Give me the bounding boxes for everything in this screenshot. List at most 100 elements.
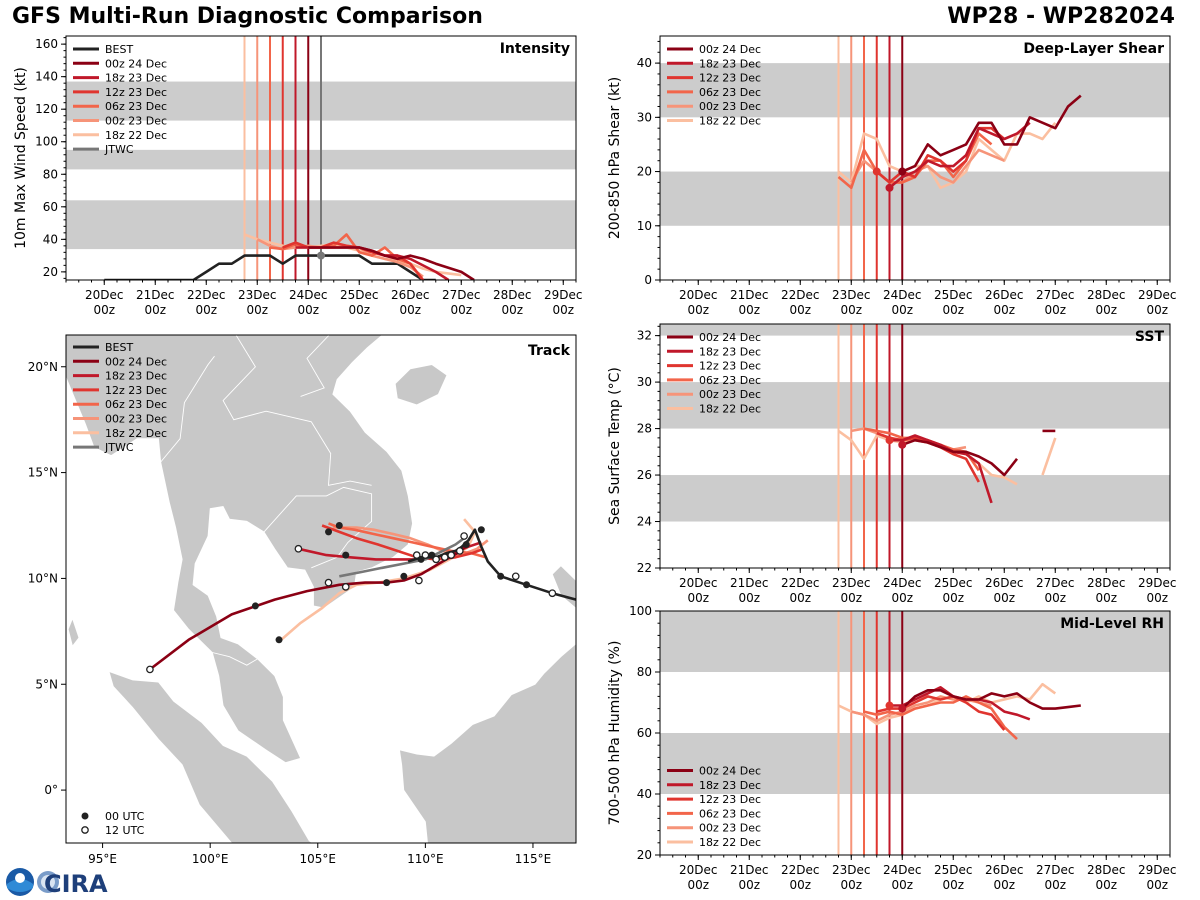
x-tick-label: 00z	[246, 303, 268, 317]
storm-id: WP28 - WP282024	[947, 4, 1175, 29]
series-line	[863, 695, 1018, 741]
series-line	[876, 695, 1006, 731]
series-line	[901, 438, 1019, 477]
shade-band	[660, 171, 1170, 226]
fix-12utc	[460, 532, 468, 540]
legend-label: 00z 23 Dec	[699, 388, 761, 401]
y-tick-label: 10	[637, 219, 652, 233]
x-tick-label: 27Dec	[1036, 576, 1075, 590]
x-tick-label: 00z	[297, 303, 319, 317]
x-tick-label: 23Dec	[238, 288, 277, 302]
map-border	[263, 486, 373, 569]
y-axis-label: 10m Max Wind Speed (kt)	[13, 67, 29, 249]
panel-mid-level-rh: 2040608010020Dec00z21Dec00z22Dec00z23Dec…	[607, 604, 1177, 892]
y-tick-label: 20	[637, 848, 652, 862]
x-tick-label: 23Dec	[832, 863, 871, 877]
x-tick-label: 00z	[891, 591, 913, 605]
panel-title: Deep-Layer Shear	[1023, 41, 1164, 57]
y-axis-label: 700-500 hPa Humidity (%)	[607, 641, 623, 826]
x-tick-label: 00z	[840, 303, 862, 317]
x-tick-label: 00z	[552, 303, 574, 317]
x-tick-label: 00z	[738, 303, 760, 317]
fix-00utc	[497, 572, 505, 580]
figure-title: GFS Multi-Run Diagnostic Comparison	[12, 4, 483, 29]
fix-00utc	[335, 522, 343, 529]
panel-title: Intensity	[500, 41, 570, 57]
map-border	[212, 652, 258, 666]
legend-label: 18z 22 Dec	[699, 836, 761, 849]
series-line	[888, 121, 1031, 189]
y-tick-label: 140	[35, 70, 58, 84]
fix-12utc	[511, 572, 520, 581]
y-tick-label: 15°N	[28, 466, 58, 480]
y-tick-label: 80	[637, 665, 652, 679]
legend-label: 06z 23 Dec	[699, 86, 761, 99]
track-line	[321, 524, 484, 561]
legend-label: 00z 23 Dec	[105, 413, 167, 426]
x-tick-label: 00z	[942, 591, 964, 605]
shade-band	[660, 63, 1170, 118]
fix-00utc	[462, 541, 470, 549]
fix-12utc	[447, 551, 456, 559]
legend-marker-12utc	[81, 826, 89, 834]
best-track-line	[104, 254, 436, 280]
init-point	[885, 436, 894, 445]
shade-band	[660, 611, 1170, 672]
legend-label: BEST	[105, 341, 133, 354]
x-tick-label: 23Dec	[832, 576, 871, 590]
legend-label: 06z 23 Dec	[105, 100, 167, 113]
legend-label: 12z 23 Dec	[105, 384, 167, 397]
y-tick-label: 0°	[44, 783, 58, 797]
series-line	[889, 434, 993, 504]
cira-logo-icon	[37, 871, 59, 893]
x-tick-label: 25Dec	[340, 288, 379, 302]
init-point	[885, 701, 894, 710]
y-axis-label: 200-850 hPa Shear (kt)	[607, 77, 623, 239]
legend-label: 00z 23 Dec	[699, 822, 761, 835]
series-line	[308, 246, 475, 280]
y-tick-label: 30	[637, 375, 652, 389]
y-tick-label: 100	[35, 135, 58, 149]
x-tick-label: 27Dec	[1036, 288, 1075, 302]
map-area	[66, 335, 576, 843]
fix-00utc	[275, 636, 283, 644]
x-tick-label: 00z	[195, 303, 217, 317]
plot-area	[660, 36, 1170, 280]
y-tick-label: 20°N	[28, 360, 58, 374]
map-border	[222, 335, 372, 486]
jtwc-point	[317, 251, 325, 260]
series-line	[901, 94, 1082, 173]
fix-12utc	[548, 589, 557, 598]
init-point	[898, 440, 907, 449]
fix-00utc	[477, 526, 485, 534]
legend-marker-00utc	[81, 812, 89, 820]
y-tick-label: 40	[43, 232, 58, 246]
plot-area	[660, 611, 1170, 855]
legend-label: 00z 24 Dec	[105, 355, 167, 368]
plot-area	[66, 36, 576, 280]
legend-label: 18z 23 Dec	[699, 779, 761, 792]
y-tick-label: 60	[637, 726, 652, 740]
fix-12utc	[341, 583, 350, 591]
map-border	[300, 335, 330, 397]
y-tick-label: 26	[637, 468, 652, 482]
x-tick-label: 00z	[891, 303, 913, 317]
y-axis-label: Sea Surface Temp (°C)	[607, 367, 623, 525]
fix-12utc	[432, 555, 440, 564]
track-line	[149, 543, 470, 671]
fix-12utc	[294, 544, 303, 553]
legend-label: 12z 23 Dec	[699, 72, 761, 85]
x-tick-label: 24Dec	[883, 288, 922, 302]
x-tick-label: 29Dec	[1138, 288, 1177, 302]
x-tick-label: 21Dec	[730, 863, 769, 877]
x-tick-label: 22Dec	[781, 576, 820, 590]
legend-label: 06z 23 Dec	[105, 398, 167, 411]
x-tick-label: 21Dec	[136, 288, 175, 302]
x-tick-label: 00z	[687, 303, 709, 317]
map-border	[160, 355, 215, 463]
legend-label: JTWC	[104, 143, 134, 156]
panel-title: SST	[1135, 329, 1165, 345]
x-tick-label: 00z	[93, 303, 115, 317]
y-tick-label: 100	[629, 604, 652, 618]
